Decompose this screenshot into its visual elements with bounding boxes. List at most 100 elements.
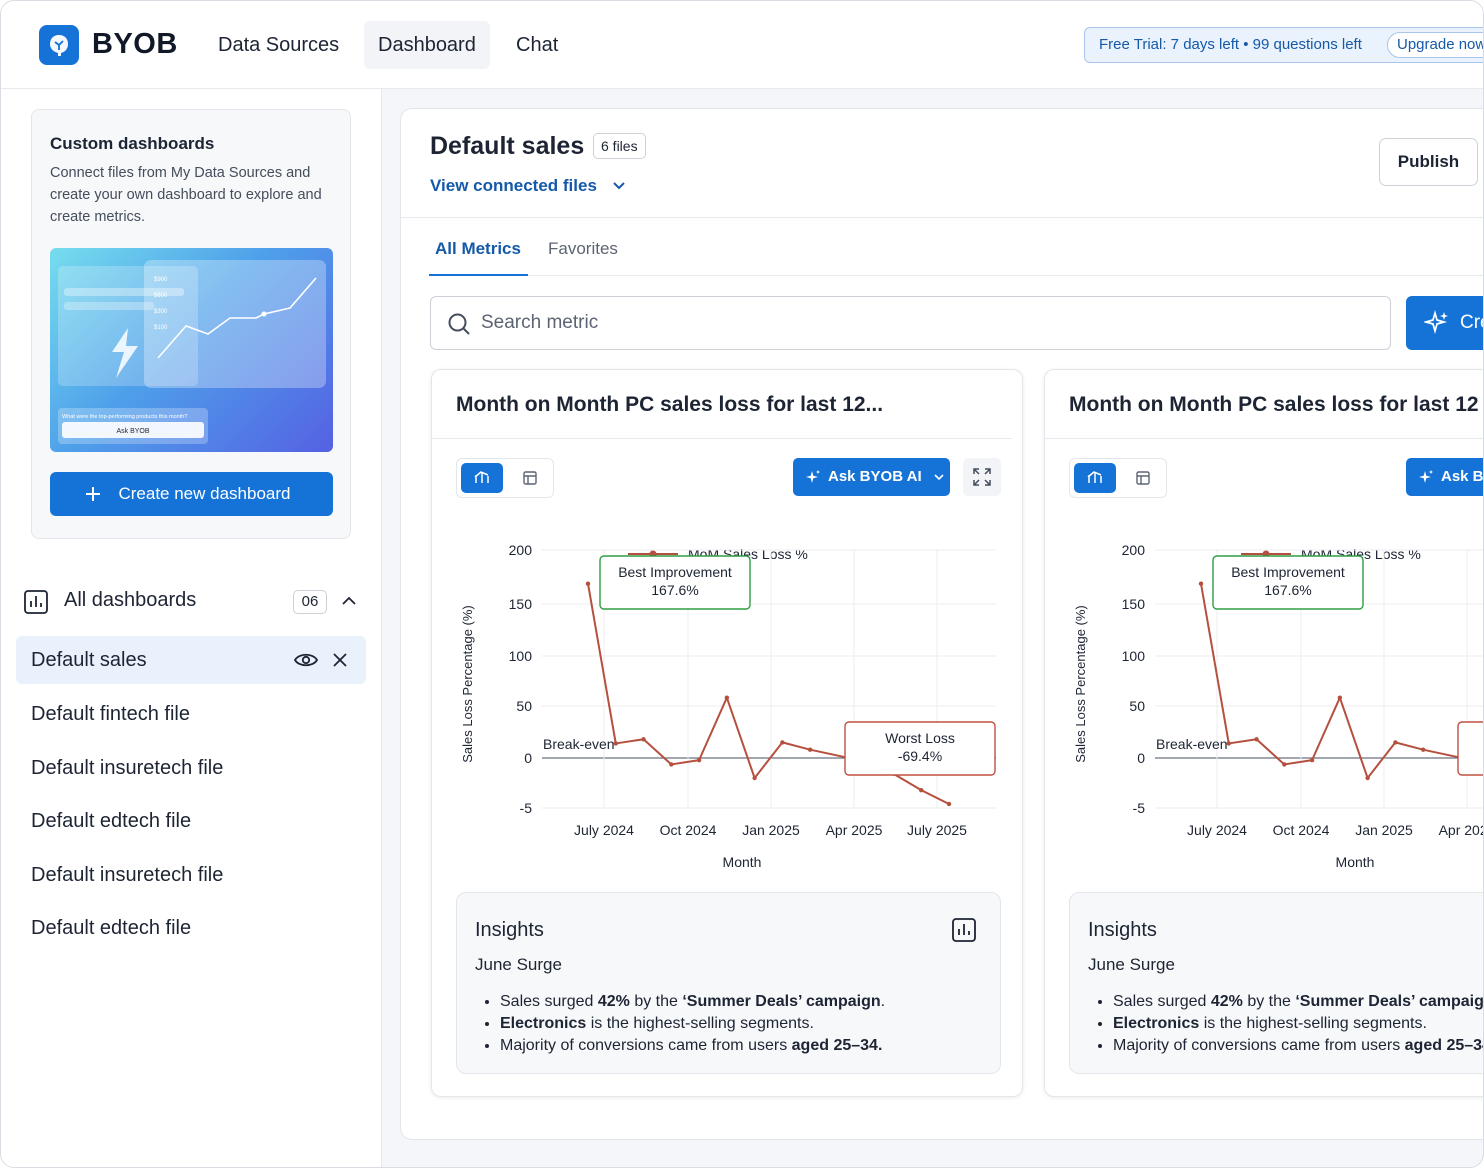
sparkle-icon [1419,470,1433,483]
table-view-button[interactable] [509,463,551,493]
y-tick-label: 0 [1137,750,1145,766]
view-connected-files-link[interactable]: View connected files [430,176,626,196]
tab-all-metrics[interactable]: All Metrics [435,239,521,258]
annotation-value: 167.6% [651,582,698,598]
insights-panel: Insights June Surge Sales surged 42% by … [456,892,1001,1074]
y-tick-label: -5 [1133,800,1146,816]
series-segment [1311,697,1341,761]
reference-line-label: Break-even [1156,736,1228,752]
x-tick-label: Oct 2024 [660,822,717,838]
x-axis-label: Month [723,854,762,870]
view-toggle [456,458,554,498]
chart-view-button[interactable] [1074,463,1116,493]
y-axis-label: Sales Loss Percentage (%) [460,605,475,763]
ask-ai-label: Ask BYOB AI [1441,468,1484,485]
custom-dashboards-card: Custom dashboards Connect files from My … [31,109,351,539]
data-point [1309,757,1315,763]
x-tick-label: Jan 2025 [742,822,800,838]
chart-view-button[interactable] [461,463,503,493]
x-tick-label: July 2025 [907,822,967,838]
y-tick-label: 100 [1122,648,1146,664]
annotation-box [1212,555,1364,610]
reference-line-label: Break-even [543,736,615,752]
insights-subtitle: June Surge [475,955,562,974]
dashboard-item[interactable]: Default insuretech file [31,864,224,886]
table-view-icon [1136,471,1150,485]
y-tick-label: -5 [520,800,533,816]
dashboard-item[interactable]: Default insuretech file [31,757,224,779]
promo-tick-0: $900 [154,277,168,283]
dashboard-item[interactable]: Default edtech file [31,810,192,832]
nav-dashboard[interactable]: Dashboard [364,21,490,69]
promo-caption: What were the top-performing products th… [62,414,187,420]
expand-button[interactable] [963,458,1001,496]
series-segment [642,738,672,766]
chart-view-icon [474,471,489,483]
y-tick-label: 200 [1122,542,1146,558]
dashboard-item[interactable]: Default sales [16,636,366,684]
insights-panel: Insights June Surge Sales surged 42% by … [1069,892,1483,1074]
dashboard-item[interactable]: Default edtech file [31,917,192,939]
insights-chart-icon[interactable] [951,917,977,943]
annotation-box [1457,721,1483,776]
trial-banner: Free Trial: 7 days left • 99 questions l… [1084,27,1483,63]
ask-ai-label: Ask BYOB AI [828,468,922,485]
data-point [752,775,757,781]
x-tick-label: Apr 2025 [826,822,883,838]
data-point [1393,740,1398,745]
y-tick-label: 150 [1122,596,1146,612]
series-segment [1338,697,1369,779]
y-axis-label: Sales Loss Percentage (%) [1073,605,1088,763]
create-metric-button[interactable]: Create metric [1406,296,1483,387]
logo-icon[interactable] [39,25,79,65]
data-point [1420,747,1426,752]
annotation-label: Best Improvement [618,564,732,580]
logo-text[interactable]: BYOB [92,28,178,60]
series-segment [587,583,617,744]
data-point [946,801,952,807]
search-input[interactable] [481,309,1361,337]
data-point [919,787,924,793]
series-segment [1366,741,1397,779]
promo-title: Custom dashboards [50,134,215,153]
nav-data-sources[interactable]: Data Sources [218,34,340,56]
insights-list: Sales surged 42% by the ‘Summer Deals’ c… [500,991,1000,1057]
upgrade-button[interactable]: Upgrade now [1387,32,1483,58]
insight-bullet: Majority of conversions came from users … [500,1035,1000,1057]
series-segment [1255,738,1285,766]
header-divider [401,217,1483,218]
ask-ai-button[interactable]: Ask BYOB AI [793,458,950,496]
ask-ai-button[interactable]: Ask BYOB AI [1406,458,1484,496]
create-dashboard-label: Create new dashboard [118,484,291,503]
files-badge: 6 files [593,133,646,159]
promo-tick-1: $600 [154,293,168,299]
data-point [1198,581,1204,586]
x-axis-label: Month [1336,854,1375,870]
sparkle-icon [1424,310,1448,335]
x-tick-label: July 2024 [574,822,634,838]
insights-title: Insights [1088,919,1157,941]
publish-button[interactable]: Publish [1379,138,1478,186]
series-segment [782,741,811,751]
tabs-divider [429,275,1483,276]
data-point [641,737,646,742]
close-icon[interactable] [332,652,348,668]
nav-chat[interactable]: Chat [516,34,559,56]
series-segment [725,697,756,779]
eye-icon[interactable] [293,651,319,669]
expand-icon [973,468,991,486]
dashboard-item[interactable]: Default fintech file [31,703,190,725]
data-point [613,741,618,746]
series-segment [1228,738,1257,745]
create-dashboard-button[interactable]: Create new dashboard [50,472,333,516]
annotation-label: Worst Loss [885,730,955,746]
chevron-down-icon [612,182,625,190]
table-view-button[interactable] [1122,463,1164,493]
metric-card: Month on Month PC sales loss for last 12… [431,369,1023,1097]
annotation-box [844,721,996,776]
chevron-up-icon[interactable] [341,595,357,607]
promo-description: Connect files from My Data Sources and c… [50,165,322,225]
series-segment [671,759,700,766]
tab-favorites[interactable]: Favorites [548,239,618,258]
